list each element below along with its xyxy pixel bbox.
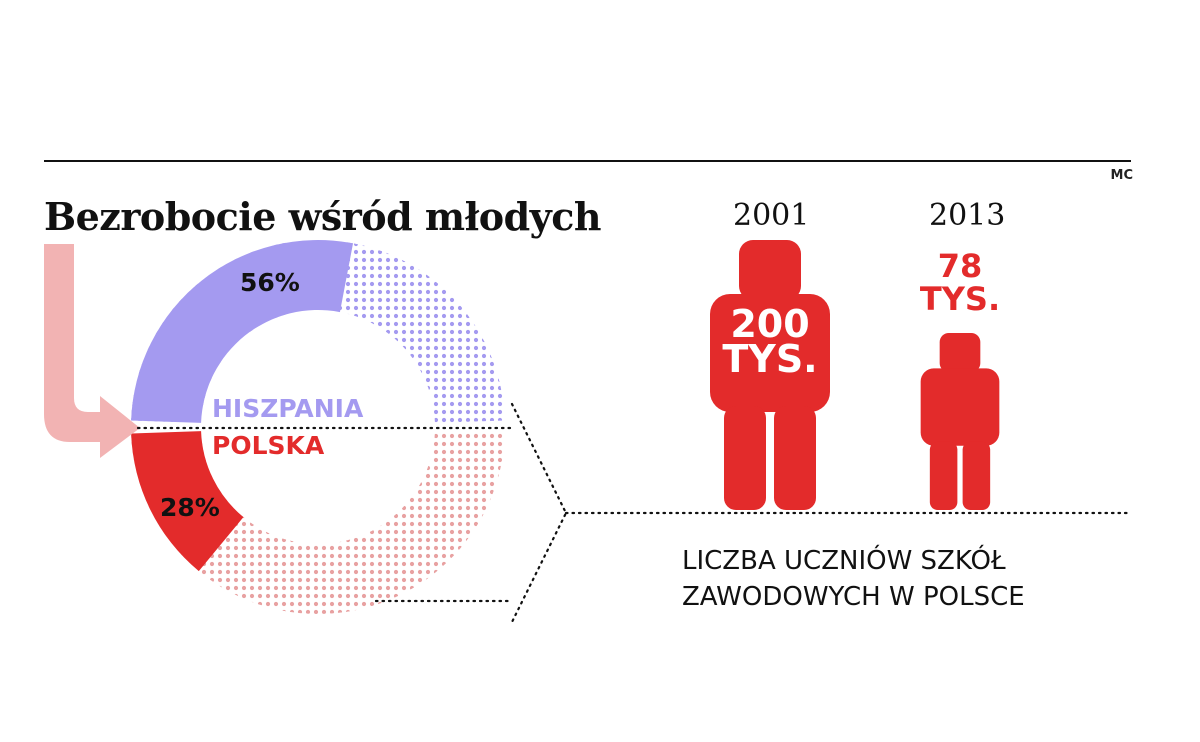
chart-title: Bezrobocie wśród młodych bbox=[44, 194, 602, 239]
pointer-arrow bbox=[44, 244, 140, 458]
poland-remainder-arc bbox=[131, 431, 505, 614]
spain-country-label: HISZPANIA bbox=[212, 394, 364, 423]
top-rule bbox=[44, 160, 1131, 162]
unit-label-2001: TYS. bbox=[722, 337, 818, 381]
value-label-2001: 200 bbox=[730, 302, 810, 346]
poland-percent-label: 28% bbox=[160, 493, 220, 522]
unit-label-2013: TYS. bbox=[919, 280, 1001, 318]
year-label-2013: 2013 bbox=[929, 198, 1006, 233]
student-figure-2001 bbox=[710, 240, 830, 510]
student-figure-2013 bbox=[920, 332, 1000, 510]
poland-value-arc bbox=[131, 431, 244, 572]
spain-value-arc bbox=[131, 240, 354, 423]
spain-percent-label: 56% bbox=[240, 268, 300, 297]
dotted-chevron bbox=[510, 402, 568, 624]
caption-line-2: ZAWODOWYCH W POLSCE bbox=[682, 582, 1025, 612]
caption-line-1: LICZBA UCZNIÓW SZKÓŁ bbox=[682, 546, 1006, 576]
year-label-2001: 2001 bbox=[733, 198, 810, 233]
poland-country-label: POLSKA bbox=[212, 431, 325, 460]
author-credit: MC bbox=[1110, 168, 1133, 183]
value-label-2013: 78 bbox=[937, 247, 983, 285]
